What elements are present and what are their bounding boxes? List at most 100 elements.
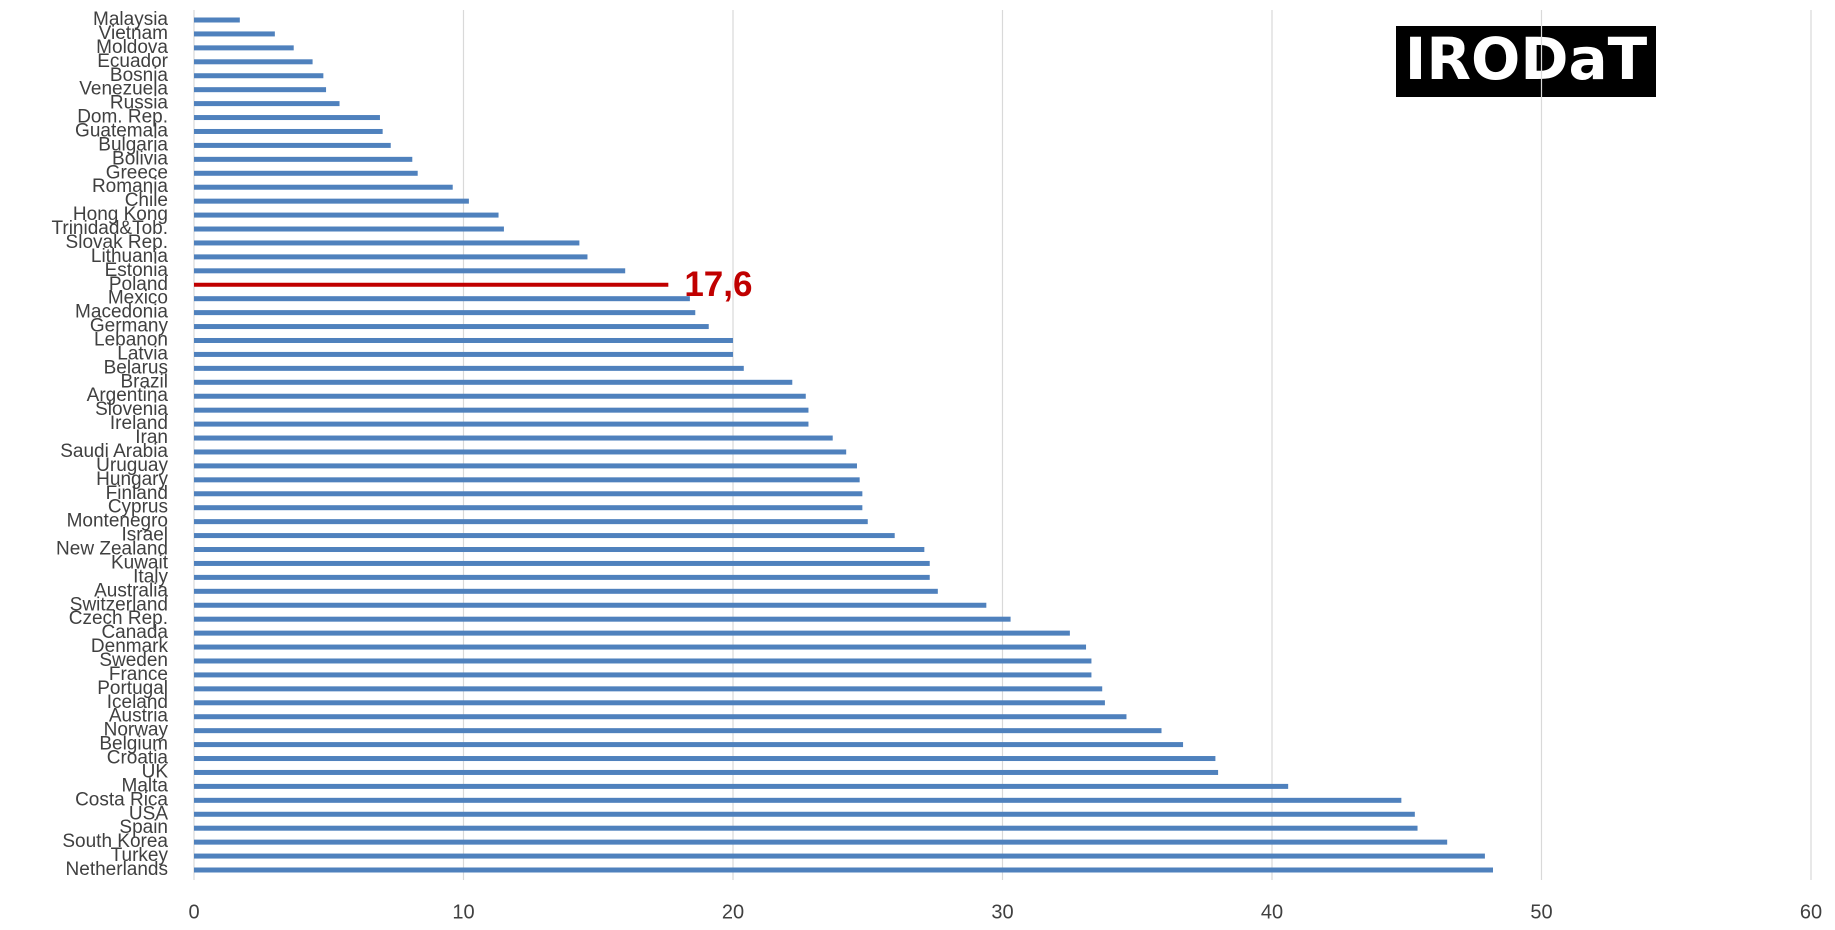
bar	[194, 282, 669, 287]
y-tick-label: Switzerland	[70, 594, 168, 615]
bar	[194, 588, 938, 594]
bar	[194, 700, 1105, 706]
x-tick-label: 30	[991, 901, 1013, 923]
y-tick-label: Hong Kong	[73, 204, 168, 225]
bar	[194, 254, 588, 260]
bar	[194, 393, 806, 399]
y-tick-label: Macedonia	[75, 302, 168, 323]
y-tick-label: Montenegro	[67, 511, 168, 532]
y-tick-label: Estonia	[105, 260, 169, 281]
bar	[194, 435, 833, 441]
bar	[194, 198, 469, 204]
y-tick-label: Greece	[106, 162, 168, 183]
bar	[194, 797, 1402, 803]
y-tick-label: Bulgaria	[98, 134, 168, 155]
bar	[194, 73, 324, 79]
y-tick-label: Iran	[135, 427, 168, 448]
y-tick-label: Portugal	[97, 678, 168, 699]
bar	[194, 59, 313, 65]
y-tick-label: Austria	[109, 706, 169, 727]
y-tick-label: Kuwait	[111, 552, 169, 573]
y-tick-label: Bolivia	[112, 148, 168, 169]
bar	[194, 268, 626, 274]
bar	[194, 351, 733, 357]
bar	[194, 365, 744, 371]
bar	[194, 128, 383, 134]
x-tick-label: 0	[188, 901, 199, 923]
bar	[194, 839, 1448, 845]
bar	[194, 672, 1092, 678]
y-tick-label: Lebanon	[94, 330, 168, 351]
y-tick-label: Italy	[133, 566, 168, 587]
bar	[194, 769, 1219, 775]
y-tick-label: Canada	[101, 622, 168, 643]
bar	[194, 156, 413, 162]
bar	[194, 449, 847, 455]
bar	[194, 505, 863, 511]
bar	[194, 17, 240, 23]
y-tick-label: Slovak Rep.	[66, 232, 168, 253]
y-tick-label: Guatemala	[75, 120, 168, 141]
bar	[194, 477, 860, 483]
bar	[194, 728, 1162, 734]
y-tick-label: UK	[142, 761, 169, 782]
bar	[194, 324, 709, 330]
bar	[194, 756, 1216, 762]
y-tick-label: Dom. Rep.	[77, 107, 168, 128]
y-tick-label: Belgium	[99, 734, 168, 755]
bar	[194, 45, 294, 51]
y-tick-label: Germany	[90, 316, 169, 337]
y-tick-label: Denmark	[91, 636, 169, 657]
bar	[194, 519, 868, 525]
bar	[194, 87, 327, 93]
y-tick-label: Norway	[104, 720, 169, 741]
bar	[194, 379, 793, 385]
y-tick-label: Czech Rep.	[69, 608, 168, 629]
y-tick-label: Belarus	[104, 357, 168, 378]
y-tick-label: France	[109, 664, 168, 685]
y-tick-label: Venezuela	[79, 79, 168, 100]
y-tick-label: Chile	[125, 190, 168, 211]
bar	[194, 240, 580, 246]
y-tick-label: Turkey	[111, 845, 169, 866]
y-tick-label: Uruguay	[96, 455, 168, 476]
y-tick-label: Croatia	[107, 748, 169, 769]
y-tick-label: Costa Rica	[75, 789, 168, 810]
bar	[194, 463, 857, 469]
bar	[194, 296, 690, 302]
bar	[194, 867, 1493, 873]
y-tick-label: Romania	[92, 176, 168, 197]
x-tick-label: 60	[1800, 901, 1822, 923]
bar	[194, 825, 1418, 831]
y-tick-label: Poland	[109, 274, 168, 295]
y-tick-label: Sweden	[99, 650, 168, 671]
bar	[194, 783, 1289, 789]
data-label: 17,6	[684, 265, 752, 304]
bar	[194, 686, 1103, 692]
y-tick-label: Ireland	[110, 413, 168, 434]
bar	[194, 115, 380, 121]
bar	[194, 853, 1485, 859]
bar	[194, 658, 1092, 664]
bar	[194, 491, 863, 497]
bar	[194, 714, 1127, 720]
bar	[194, 742, 1184, 748]
bar	[194, 212, 499, 218]
y-tick-label: Lithuania	[91, 246, 169, 267]
y-tick-label: Latvia	[117, 343, 168, 364]
x-tick-label: 10	[452, 901, 474, 923]
y-tick-label: Russia	[110, 93, 169, 114]
y-tick-label: South Korea	[62, 831, 168, 852]
y-tick-label: Netherlands	[66, 859, 168, 880]
bar	[194, 337, 733, 343]
y-tick-label: Bosnia	[110, 65, 169, 86]
y-tick-label: Finland	[106, 483, 168, 504]
y-tick-label: Slovenia	[95, 399, 168, 420]
y-tick-label: Ecuador	[97, 51, 168, 72]
y-tick-label: New Zealand	[56, 539, 168, 560]
y-tick-label: Saudi Arabia	[60, 441, 168, 462]
y-tick-label: Vietnam	[99, 23, 168, 44]
bar	[194, 31, 275, 37]
y-tick-label: Trinidad&Tob.	[51, 218, 168, 239]
